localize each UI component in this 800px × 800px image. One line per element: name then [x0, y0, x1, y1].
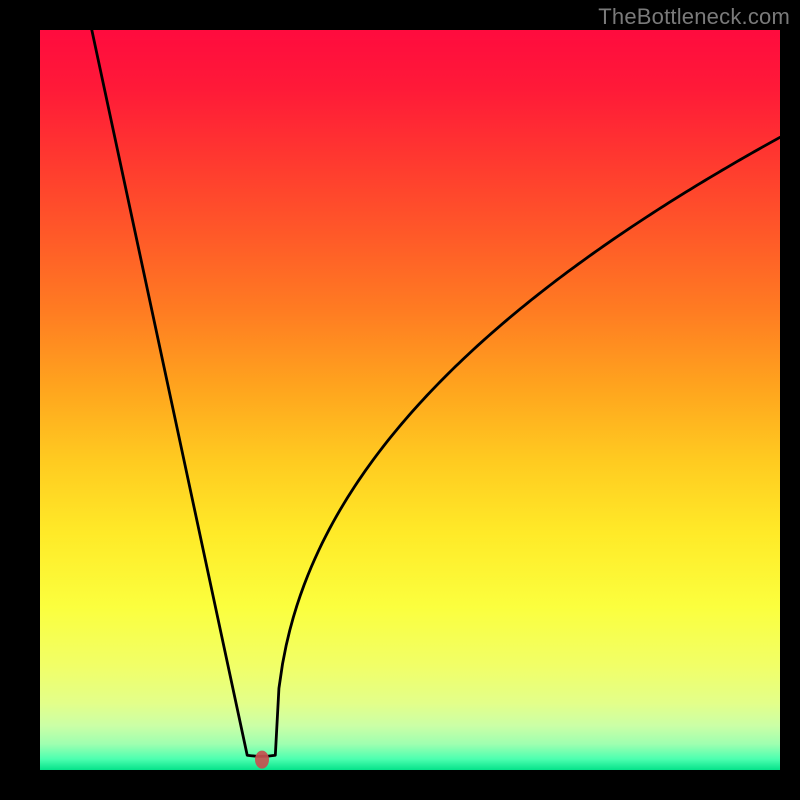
- bottleneck-chart: [40, 30, 780, 770]
- chart-container: TheBottleneck.com: [0, 0, 800, 800]
- plot-background: [40, 30, 780, 770]
- watermark-text: TheBottleneck.com: [598, 4, 790, 30]
- minimum-marker: [255, 751, 269, 769]
